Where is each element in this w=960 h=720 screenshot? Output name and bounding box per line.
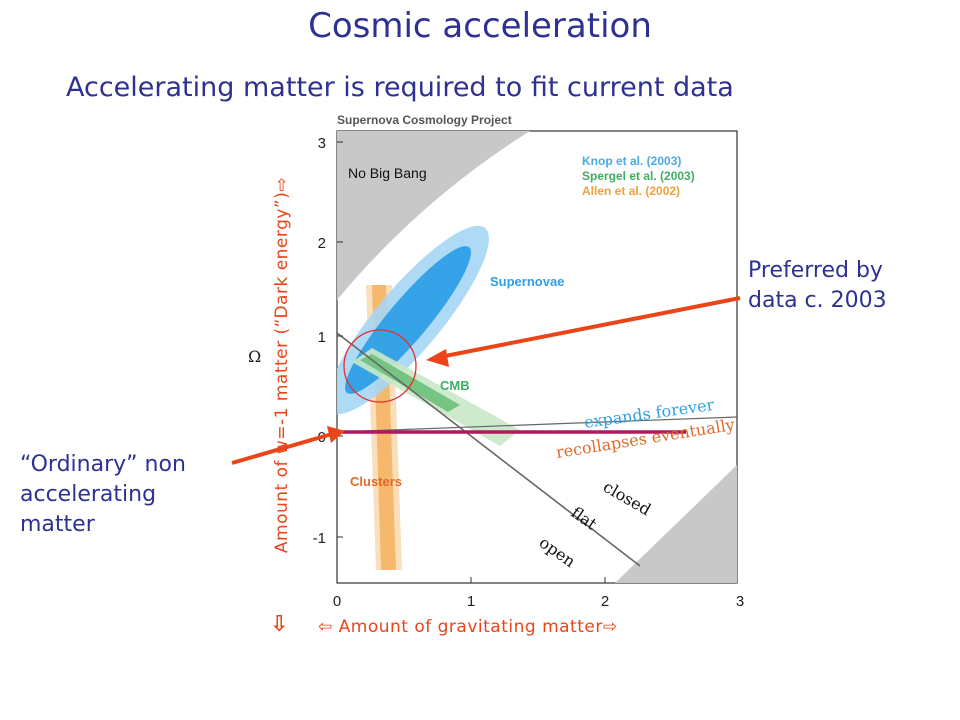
figure-header: Supernova Cosmology Project — [337, 113, 512, 127]
flat-universe-line — [337, 332, 641, 567]
legend-allen: Allen et al. (2002) — [582, 184, 680, 198]
x-tick-0: 0 — [333, 593, 341, 610]
clusters-label: Clusters — [350, 474, 402, 489]
plot-area — [337, 131, 737, 583]
preferred-note-line2: data c. 2003 — [748, 288, 887, 313]
recollapse-grey-region — [615, 465, 737, 583]
y-tick-minus1: -1 — [313, 530, 326, 547]
slide-subtitle: Accelerating matter is required to fit c… — [66, 72, 734, 103]
x-tick-2: 2 — [601, 593, 609, 610]
ordinary-arrow-head — [327, 426, 345, 443]
ordinary-arrow-line — [231, 432, 333, 465]
y-axis-label: Amount of w=-1 matter (“Dark energy”)⇨ — [272, 176, 292, 554]
y-tick-2: 2 — [318, 235, 326, 252]
no-big-bang-label: No Big Bang — [348, 165, 427, 181]
ordinary-note-line1: “Ordinary” non — [20, 452, 186, 477]
preferred-note-line1: Preferred by — [748, 258, 883, 283]
omega-symbol: Ω — [248, 347, 261, 366]
legend-knop: Knop et al. (2003) — [582, 154, 681, 168]
expansion-boundary-line — [337, 416, 737, 433]
legend-spergel: Spergel et al. (2003) — [582, 169, 695, 183]
preferred-note: Preferred by data c. 2003 — [748, 256, 887, 316]
supernovae-label: Supernovae — [490, 274, 564, 289]
ordinary-note: “Ordinary” non accelerating matter — [20, 450, 186, 540]
y-axis-down-arrow-icon: ⇩ — [270, 612, 289, 637]
preferred-arrow-head — [426, 349, 449, 367]
preferred-arrow-line — [439, 296, 741, 359]
ordinary-note-line3: matter — [20, 512, 95, 537]
y-tick-1: 1 — [318, 329, 326, 346]
x-tick-1: 1 — [467, 593, 475, 610]
slide-title: Cosmic acceleration — [308, 6, 652, 46]
ordinary-note-line2: accelerating — [20, 482, 157, 507]
x-axis-label: ⇦ Amount of gravitating matter⇨ — [318, 617, 618, 637]
preferred-region-circle — [343, 329, 417, 403]
no-big-bang-region — [337, 131, 530, 300]
y-tick-3: 3 — [318, 135, 326, 152]
cmb-label: CMB — [440, 378, 470, 393]
x-tick-3: 3 — [736, 593, 744, 610]
cmb-band-inner — [360, 354, 460, 412]
